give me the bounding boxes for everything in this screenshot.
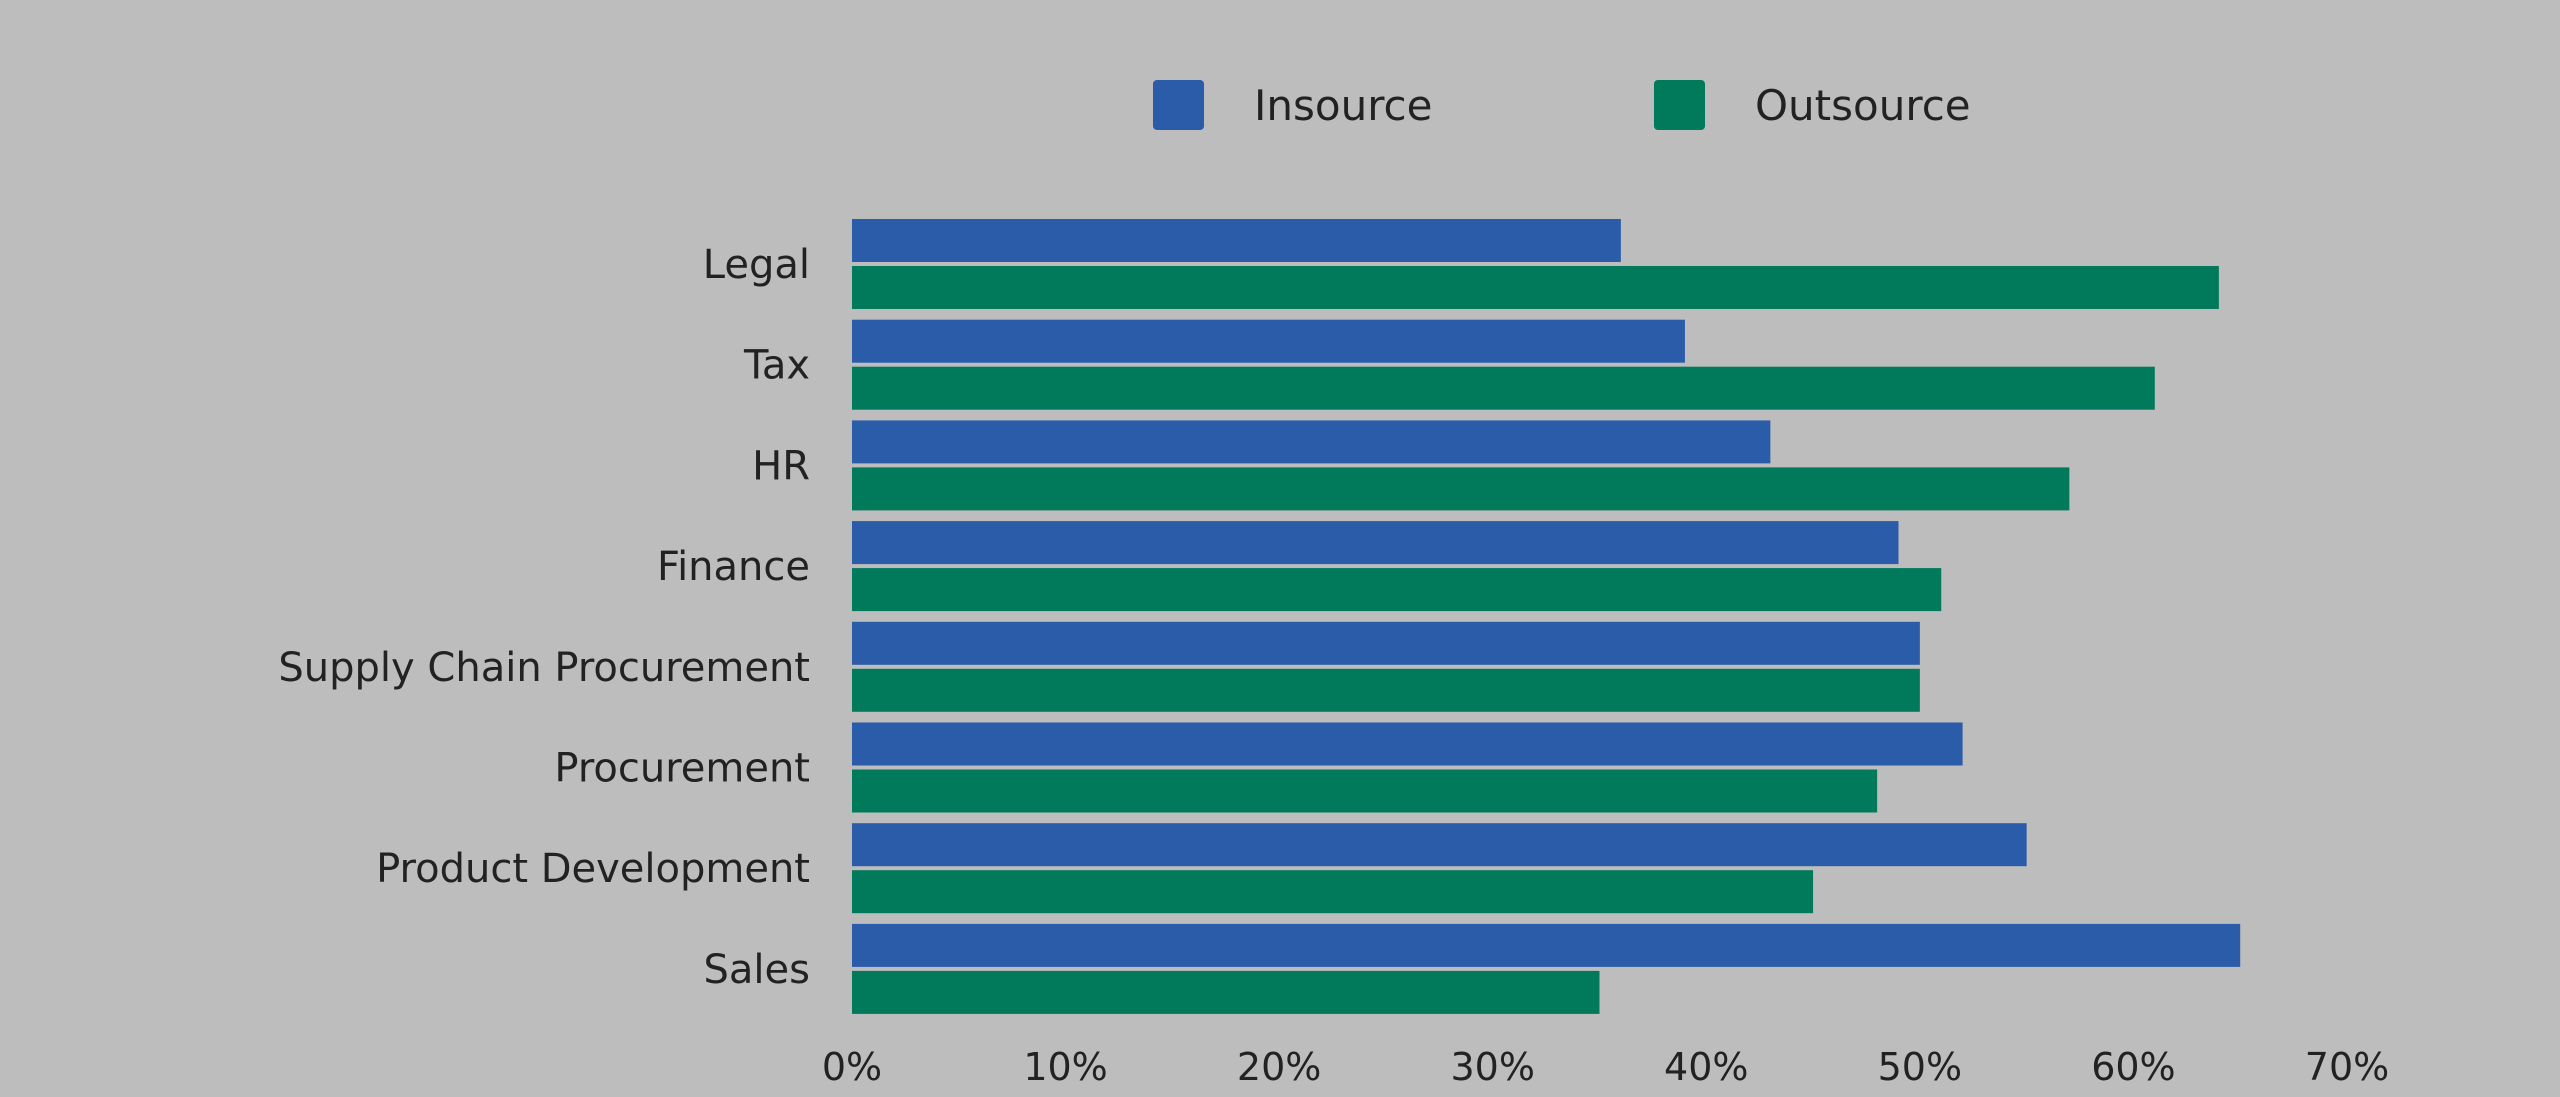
category-labels: Legal Tax HR Finance Supply Chain Procuremen…: [278, 242, 810, 993]
category-label: Supply Chain Procurement: [278, 645, 810, 691]
bar-outsource: [852, 266, 2219, 309]
bar-insource: [852, 521, 1899, 565]
x-tick-label: 40%: [1664, 1045, 1748, 1089]
bar-insource: [852, 319, 1685, 363]
legend-swatch-outsource: [1654, 80, 1705, 130]
bar-outsource: [852, 467, 2070, 511]
x-tick-label: 0%: [822, 1045, 882, 1089]
bar-outsource: [852, 769, 1878, 813]
category-label: Sales: [704, 947, 810, 993]
bars: [852, 219, 2241, 1014]
bar-insource: [852, 722, 1963, 766]
bar-insource: [852, 621, 1920, 665]
bar-insource: [852, 420, 1771, 464]
category-label: Legal: [703, 242, 810, 288]
category-label: Tax: [743, 343, 810, 389]
category-label: Finance: [657, 544, 810, 590]
bar-outsource: [852, 366, 2155, 410]
legend: Insource Outsource: [1153, 80, 1971, 130]
category-label: Procurement: [554, 746, 810, 792]
x-tick-label: 60%: [2091, 1045, 2175, 1089]
x-tick-label: 30%: [1450, 1045, 1534, 1089]
legend-swatch-insource: [1153, 80, 1204, 130]
x-axis-ticks: 0% 10% 20% 30% 40% 50% 60% 70%: [822, 1045, 2389, 1089]
x-tick-label: 10%: [1023, 1045, 1107, 1089]
category-label: Product Development: [376, 846, 810, 892]
bar-insource: [852, 923, 2241, 967]
bar-outsource: [852, 870, 1814, 914]
x-tick-label: 20%: [1237, 1045, 1321, 1089]
bar-outsource: [852, 668, 1920, 712]
bar-insource: [852, 823, 2027, 867]
bar-insource: [852, 219, 1621, 262]
category-label: HR: [752, 443, 810, 489]
legend-label-outsource: Outsource: [1755, 81, 1971, 130]
bar-outsource: [852, 568, 1942, 612]
bar-outsource: [852, 970, 1600, 1014]
x-tick-label: 70%: [2305, 1045, 2389, 1089]
x-tick-label: 50%: [1878, 1045, 1962, 1089]
legend-label-insource: Insource: [1254, 81, 1432, 130]
